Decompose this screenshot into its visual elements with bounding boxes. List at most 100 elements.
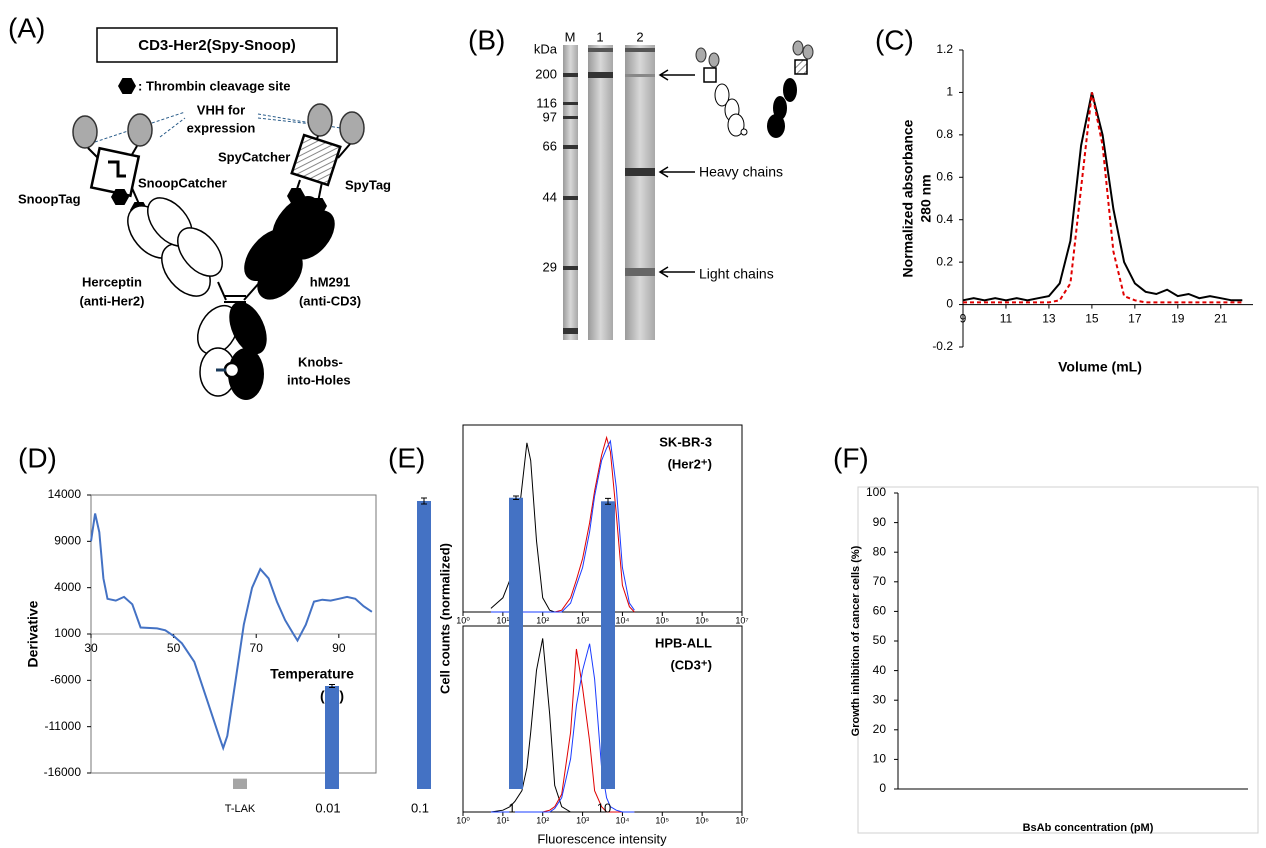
x-tick-label: 10⁶ xyxy=(695,815,709,825)
marker-label: 29 xyxy=(543,259,557,274)
band-label: Light chains xyxy=(699,266,774,282)
fc-knob xyxy=(229,301,267,355)
bar xyxy=(325,685,339,789)
y-tick-label: 0.2 xyxy=(936,254,953,268)
y-tick-label: 0.8 xyxy=(936,127,953,141)
x-tick-label: 1 xyxy=(508,800,515,815)
diagram-labels: VHH for expression SnoopCatcher SnoopTag… xyxy=(18,102,391,387)
y-tick-label: 40 xyxy=(873,663,887,677)
x-tick-label: 10⁵ xyxy=(655,815,669,825)
y-tick-label: 60 xyxy=(873,604,887,618)
antibody-icons xyxy=(695,40,814,138)
knob xyxy=(223,361,241,379)
y-tick-label: 90 xyxy=(873,515,887,529)
x-tick-label: 10² xyxy=(536,615,549,625)
panel-label: (F) xyxy=(833,442,869,473)
thrombin-icon xyxy=(118,78,136,94)
label: SpyCatcher xyxy=(218,149,290,164)
x-tick-label: 90 xyxy=(332,641,346,655)
y-tick-label: -0.2 xyxy=(932,339,953,353)
hinge xyxy=(217,281,261,303)
x-tick-label: 10⁵ xyxy=(655,615,669,625)
y-axis-title: Derivative xyxy=(25,600,41,667)
y-tick-label: 9000 xyxy=(54,534,81,548)
spy-box xyxy=(290,133,342,187)
x-tick-label: 70 xyxy=(250,641,264,655)
x-tick-label: 10⁷ xyxy=(735,815,748,825)
gel-unit: kDa xyxy=(534,41,558,56)
label: SnoopCatcher xyxy=(138,175,227,190)
panel-label: (E) xyxy=(388,442,425,473)
fc-knob xyxy=(228,348,264,400)
lane-label: 1 xyxy=(596,29,603,44)
panel-label: (B) xyxy=(468,24,505,55)
bar xyxy=(601,501,615,789)
y-tick-label: 4000 xyxy=(54,580,81,594)
label: hM291 xyxy=(310,274,350,289)
panel-title: (CD3⁺) xyxy=(670,657,712,672)
x-tick-label: 10³ xyxy=(576,615,589,625)
error-bar xyxy=(329,684,335,688)
panel-label: (D) xyxy=(18,442,57,473)
x-tick-label: 19 xyxy=(1171,312,1185,326)
label: Herceptin xyxy=(82,274,142,289)
title-box xyxy=(96,27,338,63)
gel-arrows xyxy=(658,69,695,278)
x-tick-label: 10¹ xyxy=(496,815,509,825)
y-tick-label: 80 xyxy=(873,544,887,558)
y-tick-label: 0 xyxy=(946,297,953,311)
data-line xyxy=(490,643,635,813)
x-tick-label: 10⁷ xyxy=(735,615,748,625)
y-tick-label: 14000 xyxy=(48,487,82,501)
panel-label: (C) xyxy=(875,24,914,55)
x-tick-label: 10⁰ xyxy=(456,815,470,825)
error-bar xyxy=(421,497,427,505)
marker-label: 116 xyxy=(536,95,557,110)
x-tick-label: 9 xyxy=(960,312,967,326)
lane-label: 2 xyxy=(636,29,643,44)
x-tick-label: 21 xyxy=(1214,312,1228,326)
snoop-box xyxy=(89,146,141,198)
x-tick-label: 10¹ xyxy=(496,615,509,625)
hm291-fab xyxy=(244,196,335,300)
label: SnoopTag xyxy=(18,191,81,206)
x-tick-label: 30 xyxy=(84,641,98,655)
x-tick-label: 10³ xyxy=(576,815,589,825)
panel-title: SK-BR-3 xyxy=(659,434,712,449)
fc-hole xyxy=(196,305,240,355)
y-axis-title: Cell counts (normalized) xyxy=(437,543,452,694)
x-tick-label: T-LAK xyxy=(225,803,256,815)
x-axis-title: BsAb concentration (pM) xyxy=(1023,822,1154,834)
data-line xyxy=(90,513,373,752)
data-line xyxy=(962,92,1243,302)
band-label: Heavy chains xyxy=(699,164,783,180)
x-tick-label: 10⁶ xyxy=(695,615,709,625)
panel-label: (A) xyxy=(8,12,45,43)
snoop-tag xyxy=(108,160,126,178)
x-axis-title: Fluorescence intensity xyxy=(537,831,667,846)
panel-title: HPB-ALL xyxy=(655,635,712,650)
label: (anti-Her2) xyxy=(79,293,144,308)
x-tick-label: 10⁴ xyxy=(615,815,629,825)
data-line xyxy=(963,92,1243,304)
marker-label: 44 xyxy=(543,189,557,204)
error-bar xyxy=(513,495,519,501)
marker-label: 66 xyxy=(543,138,557,153)
label: VHH for xyxy=(197,102,245,117)
marker-label: 200 xyxy=(535,66,557,81)
legend-text: : Thrombin cleavage site xyxy=(138,78,290,93)
panel-title: (Her2⁺) xyxy=(668,456,712,471)
label: Knobs- xyxy=(298,354,343,369)
y-axis-title: Normalized absorbance xyxy=(900,119,916,277)
x-tick-label: 10² xyxy=(536,815,549,825)
x-tick-label: 50 xyxy=(167,641,181,655)
gel-lane xyxy=(625,45,655,340)
bar xyxy=(417,500,431,789)
label: expression xyxy=(187,120,256,135)
gel-lane xyxy=(588,45,613,340)
x-tick-label: 15 xyxy=(1085,312,1099,326)
herceptin-fab xyxy=(127,197,223,297)
gel-lane xyxy=(563,45,578,340)
y-axis-title: Growth inhibition of cancer cells (%) xyxy=(850,545,862,736)
